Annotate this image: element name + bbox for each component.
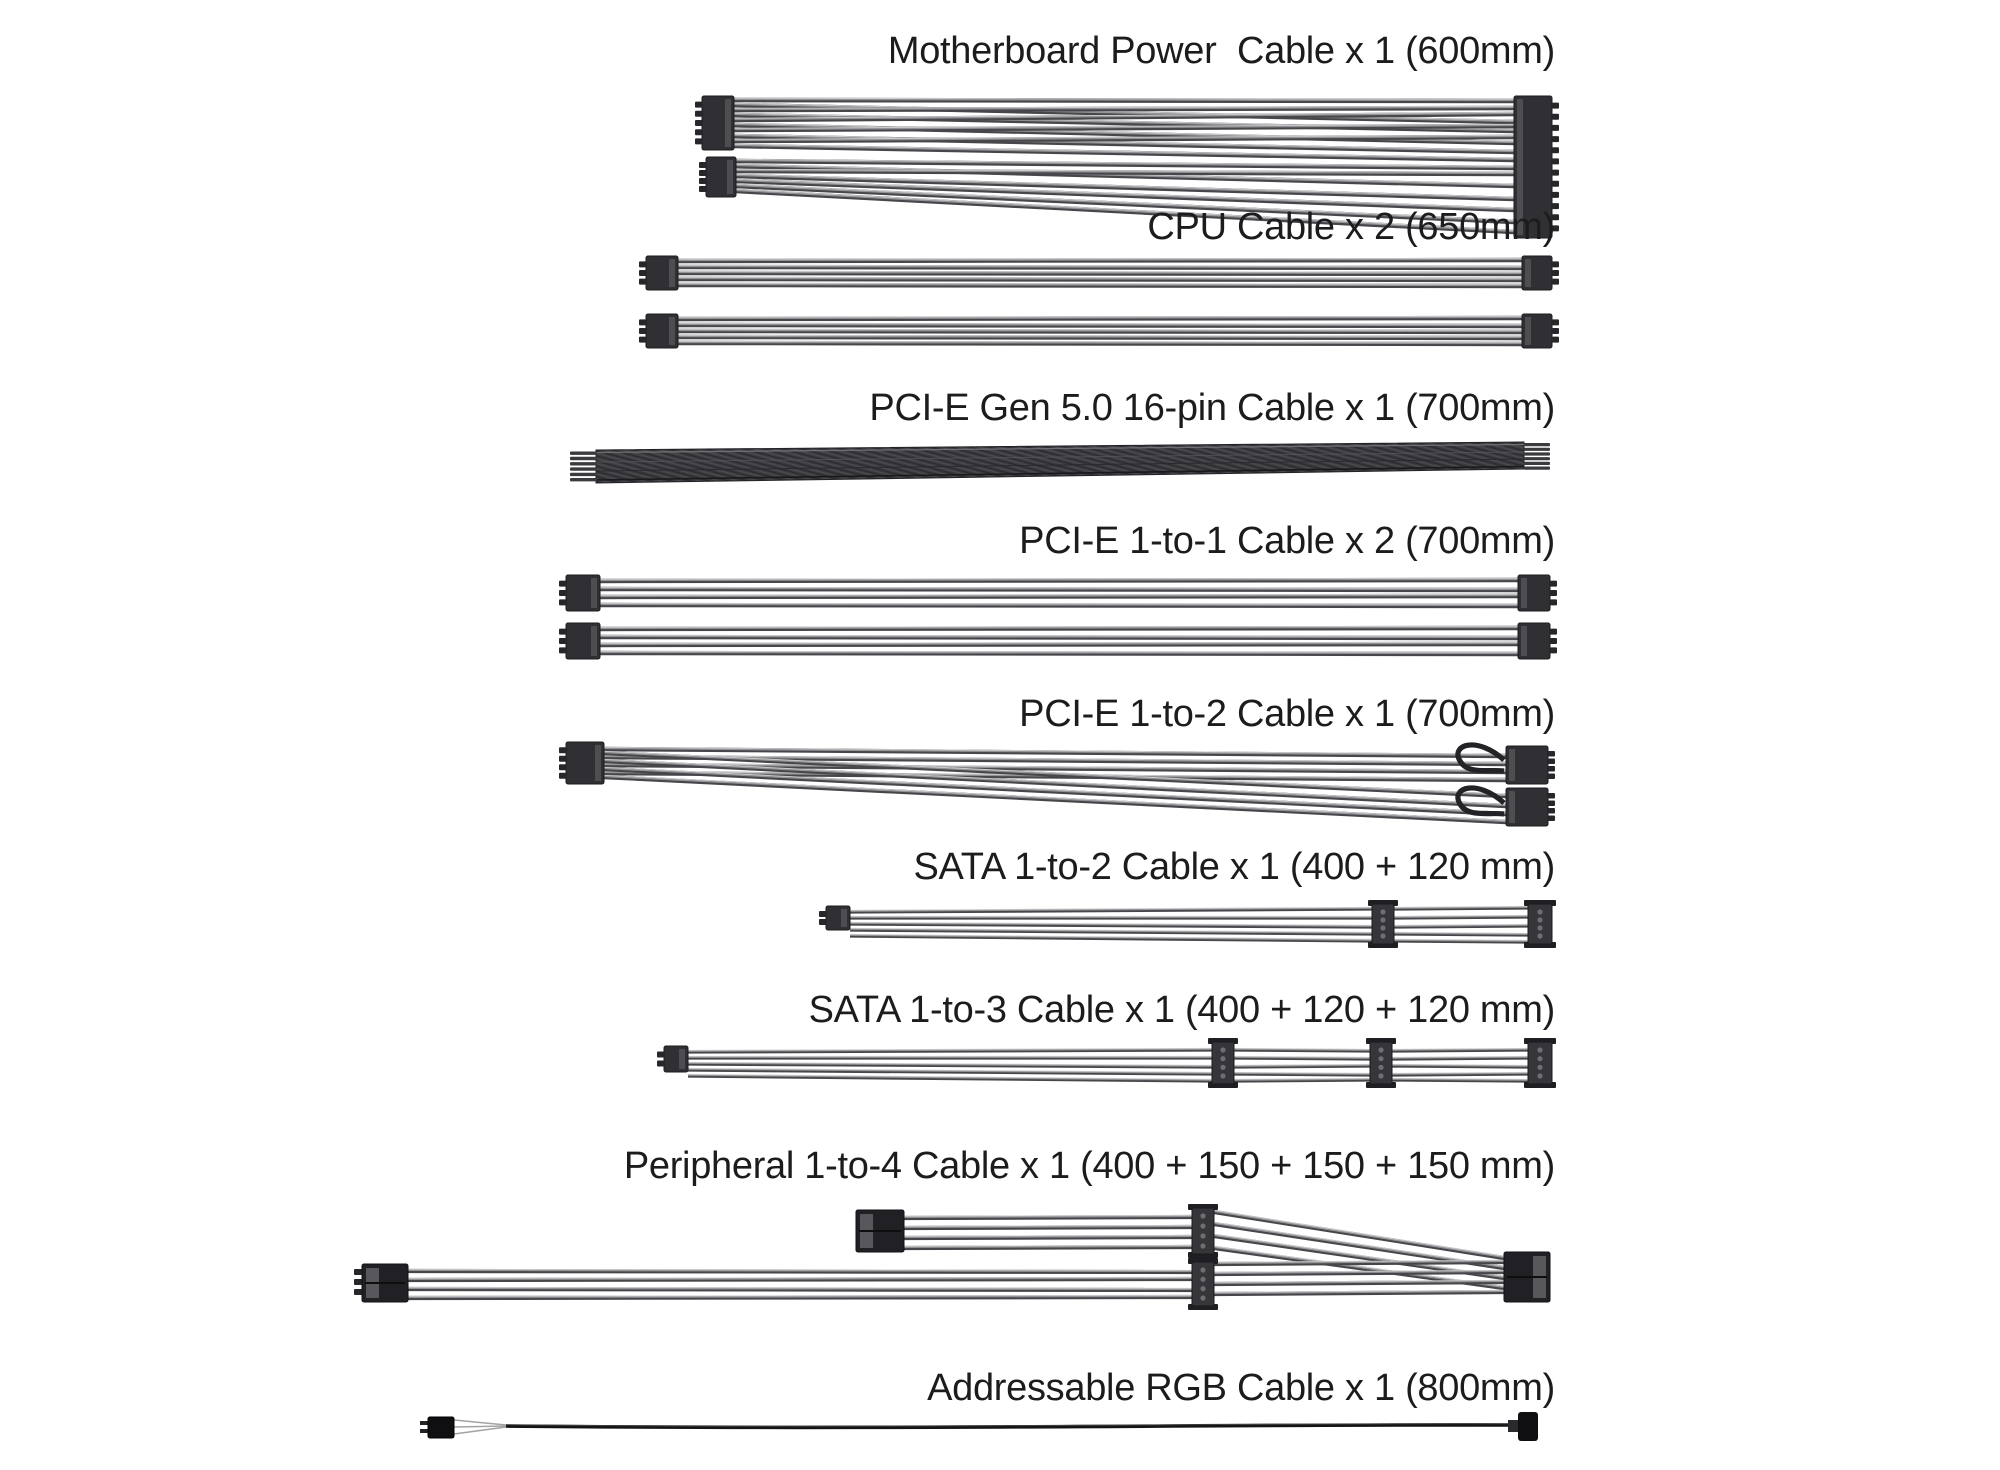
label-pcie-1to2: PCI-E 1-to-2 Cable x 1 (700mm) bbox=[1019, 693, 1555, 735]
label-addressable-rgb: Addressable RGB Cable x 1 (800mm) bbox=[927, 1367, 1555, 1409]
label-cpu: CPU Cable x 2 (650mm) bbox=[1147, 206, 1555, 248]
label-pcie-gen5: PCI-E Gen 5.0 16-pin Cable x 1 (700mm) bbox=[869, 387, 1555, 429]
label-sata-1to2: SATA 1-to-2 Cable x 1 (400 + 120 mm) bbox=[913, 846, 1556, 888]
label-pcie-1to1: PCI-E 1-to-1 Cable x 2 (700mm) bbox=[1019, 520, 1555, 562]
label-peripheral-1to4: Peripheral 1-to-4 Cable x 1 (400 + 150 +… bbox=[623, 1145, 1555, 1187]
peripheral-1to4-cable-illustration bbox=[354, 1204, 1551, 1310]
pcie-1to2-cable-illustration bbox=[559, 741, 1555, 827]
sata-1to2-cable-illustration bbox=[819, 900, 1556, 948]
cpu-cables-illustration bbox=[639, 255, 1559, 349]
sata-1to3-cable-illustration bbox=[657, 1038, 1556, 1088]
argb-cable-illustration bbox=[420, 1412, 1538, 1441]
pcie-gen5-cable-illustration bbox=[570, 441, 1550, 484]
motherboard-power-cable-illustration bbox=[695, 95, 1559, 239]
pcie-1to1-cables-illustration bbox=[559, 574, 1557, 660]
label-sata-1to3: SATA 1-to-3 Cable x 1 (400 + 120 + 120 m… bbox=[808, 989, 1556, 1031]
label-motherboard-power: Motherboard Power Cable x 1 (600mm) bbox=[887, 30, 1555, 72]
